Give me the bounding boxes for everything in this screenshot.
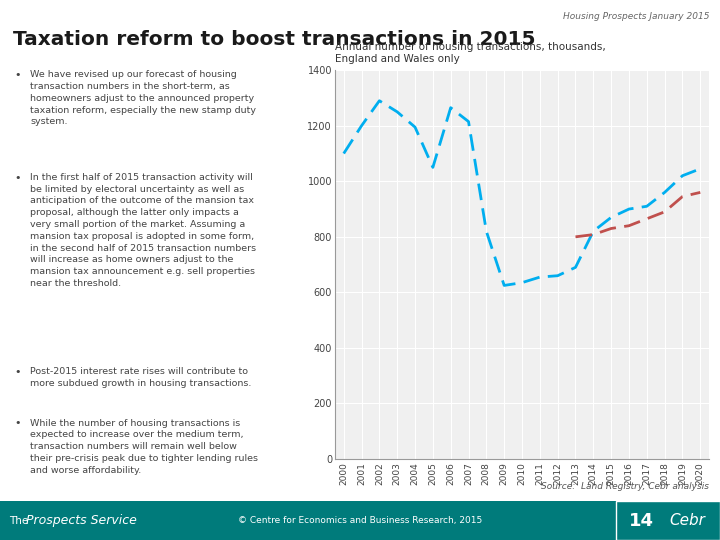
Text: Prospects Service: Prospects Service (26, 514, 137, 527)
Text: •: • (14, 173, 21, 183)
Text: Post-2015 interest rate rises will contribute to
more subdued growth in housing : Post-2015 interest rate rises will contr… (30, 367, 251, 388)
Text: In the first half of 2015 transaction activity will
be limited by electoral unce: In the first half of 2015 transaction ac… (30, 173, 256, 288)
Bar (616, 501, 720, 540)
Bar (0, 501, 720, 540)
Text: Taxation reform to boost transactions in 2015: Taxation reform to boost transactions in… (13, 30, 536, 49)
Text: © Centre for Economics and Business Research, 2015: © Centre for Economics and Business Rese… (238, 516, 482, 525)
Text: While the number of housing transactions is
expected to increase over the medium: While the number of housing transactions… (30, 418, 258, 475)
Text: We have revised up our forecast of housing
transaction numbers in the short-term: We have revised up our forecast of housi… (30, 70, 256, 126)
Text: Housing Prospects January 2015: Housing Prospects January 2015 (563, 12, 709, 21)
Text: •: • (14, 418, 21, 429)
Text: Source:  Land Registry, Cebr analysis: Source: Land Registry, Cebr analysis (541, 482, 709, 491)
Text: 14: 14 (629, 511, 654, 530)
Text: •: • (14, 367, 21, 377)
Text: Cebr: Cebr (670, 513, 706, 528)
Text: The: The (9, 516, 31, 525)
Text: •: • (14, 70, 21, 80)
Text: Annual number of housing transactions, thousands,
England and Wales only: Annual number of housing transactions, t… (335, 42, 606, 64)
